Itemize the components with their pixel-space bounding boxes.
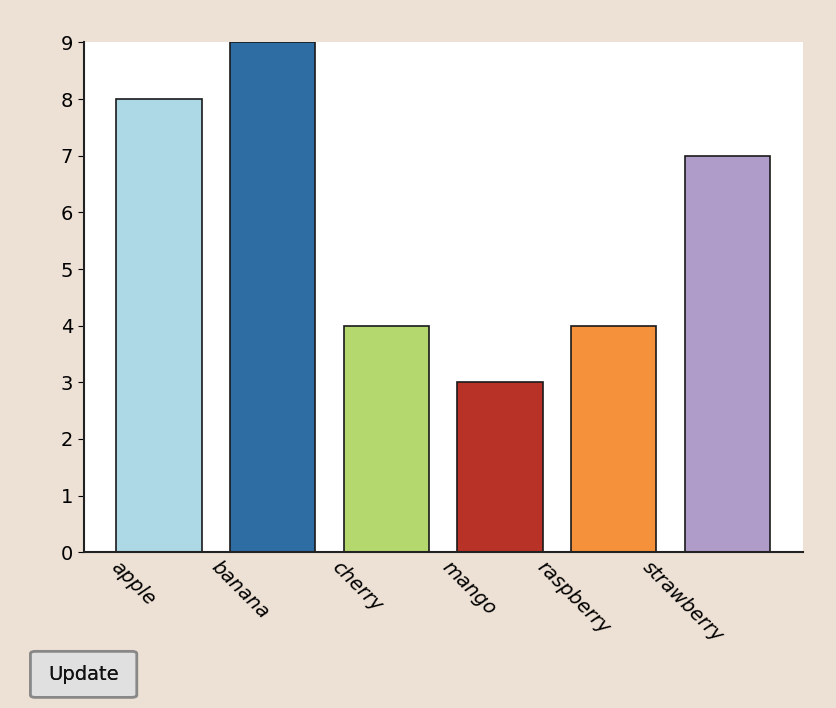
FancyBboxPatch shape bbox=[30, 651, 137, 697]
Bar bbox=[116, 99, 201, 552]
Bar bbox=[344, 326, 429, 552]
Bar bbox=[571, 326, 656, 552]
Text: Update: Update bbox=[48, 665, 119, 684]
Bar bbox=[685, 156, 770, 552]
Bar bbox=[457, 382, 543, 552]
Bar bbox=[230, 42, 315, 552]
Text: Update: Update bbox=[48, 665, 119, 684]
